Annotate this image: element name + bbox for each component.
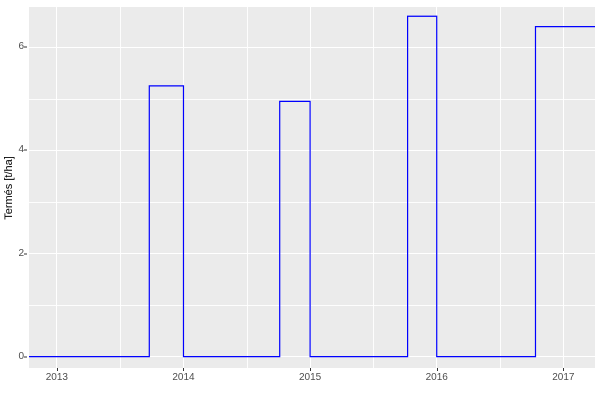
- grid-line-minor-x: [120, 7, 121, 368]
- grid-line-minor-y: [29, 305, 595, 306]
- y-axis-tick-label: 0: [18, 350, 24, 362]
- x-axis-tick-label: 2017: [552, 372, 575, 383]
- grid-line-minor-y: [29, 98, 595, 100]
- x-axis-tick-mark: [310, 368, 312, 371]
- x-axis-tick-label: 2013: [45, 372, 68, 383]
- grid-line-major-x: [562, 7, 564, 368]
- y-axis-tick-mark: [24, 149, 27, 151]
- y-axis-tick-label: 6: [18, 41, 24, 53]
- series-line-termes: [29, 15, 595, 358]
- grid-line-major-y: [29, 149, 595, 151]
- grid-line-minor-x: [246, 7, 248, 368]
- x-axis: 2013 2014 2015 2016 2017: [29, 368, 595, 398]
- grid-line-minor-x: [500, 7, 501, 368]
- plot-panel: [29, 7, 595, 368]
- series-layer: [29, 15, 595, 358]
- y-axis-tick-mark: [24, 356, 27, 358]
- x-axis-tick-mark: [436, 368, 438, 371]
- y-axis-tick-mark: [24, 46, 27, 48]
- y-axis-tick-label: 2: [18, 247, 24, 259]
- x-axis-tick-label: 2016: [425, 372, 448, 383]
- grid-line-major-y: [29, 252, 595, 255]
- grid-line-minor-y: [29, 201, 595, 203]
- y-axis-tick-label: 4: [18, 144, 24, 156]
- grid-line-minor-x: [373, 7, 374, 368]
- x-axis-tick-mark: [183, 368, 185, 371]
- grid-line-major-y: [29, 46, 595, 48]
- x-axis-tick-mark: [56, 368, 58, 371]
- x-axis-tick-mark: [563, 368, 565, 371]
- x-axis-tick-label: 2015: [298, 372, 322, 383]
- x-axis-tick-label: 2014: [172, 372, 195, 383]
- y-axis-tick-mark: [24, 253, 27, 254]
- grid-line-major-x: [56, 7, 58, 368]
- y-axis-tick-labels: 0 2 4 6: [0, 0, 27, 400]
